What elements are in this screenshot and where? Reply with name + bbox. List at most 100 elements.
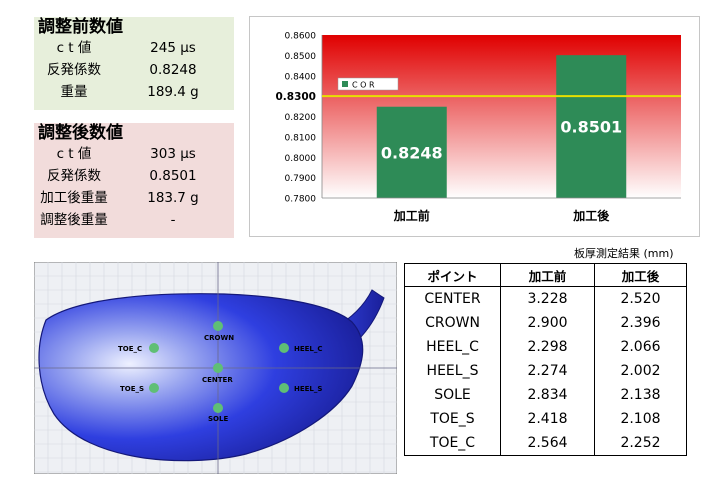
cell-after: 2.520 [594, 286, 687, 311]
cell-before: 2.418 [500, 407, 595, 431]
before-row-cor: 反発係数 0.8248 [34, 59, 234, 81]
header-after: 加工後 [594, 263, 687, 287]
after-title: 調整後数値 [38, 123, 123, 143]
bar [376, 106, 447, 198]
cell-after: 2.108 [594, 407, 687, 431]
table-row: SOLE 2.834 2.138 [404, 383, 687, 407]
crown-label: CROWN [204, 334, 234, 342]
header-point: ポイント [404, 263, 501, 287]
before-values-panel: 調整前数値 c t 値 245 μs 反発係数 0.8248 重量 189.4 … [34, 17, 234, 110]
y-tick-label: 0.7800 [285, 195, 317, 205]
y-tick-label: 0.8000 [285, 154, 317, 164]
cell-after: 2.252 [594, 431, 687, 456]
table-header-row: ポイント 加工前 加工後 [404, 263, 687, 287]
legend-box [337, 77, 399, 91]
x-tick-label: 加工後 [572, 208, 610, 223]
cell-point: TOE_S [404, 407, 501, 431]
cell-point: CENTER [404, 286, 501, 311]
cell-before: 3.228 [500, 286, 595, 311]
toe-c-label: TOE_C [118, 345, 142, 353]
sole-label: SOLE [208, 415, 228, 423]
center-label: CENTER [202, 376, 233, 384]
after-processed-weight-value: 183.7 g [147, 190, 199, 206]
toe-c-point [149, 343, 159, 353]
cor-bar-chart: 0.7800 0.7900 0.8000 0.8100 0.8200 0.8400 0.85… [275, 32, 681, 223]
heel-s-point [279, 383, 289, 393]
after-row-adjusted-weight: 調整後重量 - [34, 209, 234, 231]
after-ct-value: 303 μs [150, 146, 196, 162]
cell-before: 2.900 [500, 311, 595, 335]
before-weight-value: 189.4 g [147, 84, 199, 100]
threshold-label: 0.8300 [275, 91, 316, 103]
cell-before: 2.274 [500, 359, 595, 383]
after-adjusted-weight-label: 調整後重量 [40, 212, 108, 228]
cell-point: CROWN [404, 311, 501, 335]
after-adjusted-weight-value: - [170, 212, 176, 228]
cell-point: HEEL_C [404, 335, 501, 359]
before-row-ct: c t 値 245 μs [34, 37, 234, 59]
bar-data-label: 0.8501 [560, 118, 622, 137]
heel-s-label: HEEL_S [294, 385, 322, 393]
before-title: 調整前数値 [38, 17, 123, 37]
before-ct-label: c t 値 [56, 40, 92, 56]
cell-after: 2.396 [594, 311, 687, 335]
crown-point [213, 321, 223, 331]
after-cor-value: 0.8501 [149, 168, 197, 184]
threshold-line-group: 0.8300 [275, 91, 681, 103]
plot-background [322, 35, 681, 198]
x-axis: 加工前 加工後 [322, 197, 681, 223]
club-head-svg: TOE_C CROWN HEEL_C CENTER TOE_S HEEL_S S… [33, 261, 398, 475]
thickness-table: ポイント 加工前 加工後 CENTER 3.228 2.520 CROWN 2.… [404, 263, 687, 456]
cell-before: 2.564 [500, 431, 595, 456]
table-row: CENTER 3.228 2.520 [404, 286, 687, 311]
y-tick-label: 0.7900 [285, 174, 317, 184]
cell-before: 2.298 [500, 335, 595, 359]
sole-point [213, 403, 223, 413]
y-tick-label: 0.8500 [285, 52, 317, 62]
club-head-shape [38, 293, 364, 462]
y-tick-label: 0.8200 [285, 113, 317, 123]
after-row-processed-weight: 加工後重量 183.7 g [34, 187, 234, 209]
cell-after: 2.002 [594, 359, 687, 383]
legend: C O R [337, 77, 399, 91]
after-values-panel: 調整後数値 c t 値 303 μs 反発係数 0.8501 加工後重量 183… [34, 123, 234, 238]
y-axis: 0.7800 0.7900 0.8000 0.8100 0.8200 0.8400 0.85… [285, 32, 323, 205]
after-row-cor: 反発係数 0.8501 [34, 165, 234, 187]
before-weight-label: 重量 [60, 84, 88, 100]
toe-s-point [149, 383, 159, 393]
cell-point: HEEL_S [404, 359, 501, 383]
bars: 0.8248 0.8501 [376, 55, 627, 198]
heel-c-label: HEEL_C [294, 345, 323, 353]
table-row: HEEL_C 2.298 2.066 [404, 335, 687, 359]
table-row: CROWN 2.900 2.396 [404, 311, 687, 335]
cell-point: SOLE [404, 383, 501, 407]
cor-chart-panel: 0.7800 0.7900 0.8000 0.8100 0.8200 0.8400 0.85… [249, 16, 700, 237]
toe-s-label: TOE_S [120, 385, 144, 393]
before-cor-label: 反発係数 [47, 62, 101, 78]
before-row-weight: 重量 189.4 g [34, 81, 234, 103]
after-ct-label: c t 値 [56, 146, 92, 162]
y-tick-label: 0.8100 [285, 133, 317, 143]
heel-c-point [279, 343, 289, 353]
before-cor-value: 0.8248 [149, 62, 197, 78]
club-head-diagram: TOE_C CROWN HEEL_C CENTER TOE_S HEEL_S S… [33, 261, 398, 475]
center-point [213, 363, 223, 373]
header-before: 加工前 [500, 263, 595, 287]
after-cor-label: 反発係数 [47, 168, 101, 184]
y-tick-label: 0.8600 [285, 32, 317, 42]
legend-swatch [342, 81, 348, 87]
after-row-ct: c t 値 303 μs [34, 143, 234, 165]
table-row: HEEL_S 2.274 2.002 [404, 359, 687, 383]
after-processed-weight-label: 加工後重量 [40, 190, 108, 206]
cell-after: 2.066 [594, 335, 687, 359]
bar-data-label: 0.8248 [381, 143, 443, 162]
before-ct-value: 245 μs [150, 40, 196, 56]
cell-after: 2.138 [594, 383, 687, 407]
table-row: TOE_C 2.564 2.252 [404, 431, 687, 456]
table-row: TOE_S 2.418 2.108 [404, 407, 687, 431]
y-tick-label: 0.8400 [285, 72, 317, 82]
bar [556, 55, 627, 198]
cell-point: TOE_C [404, 431, 501, 456]
cell-before: 2.834 [500, 383, 595, 407]
table-caption: 板厚測定結果 (mm) [574, 247, 674, 260]
